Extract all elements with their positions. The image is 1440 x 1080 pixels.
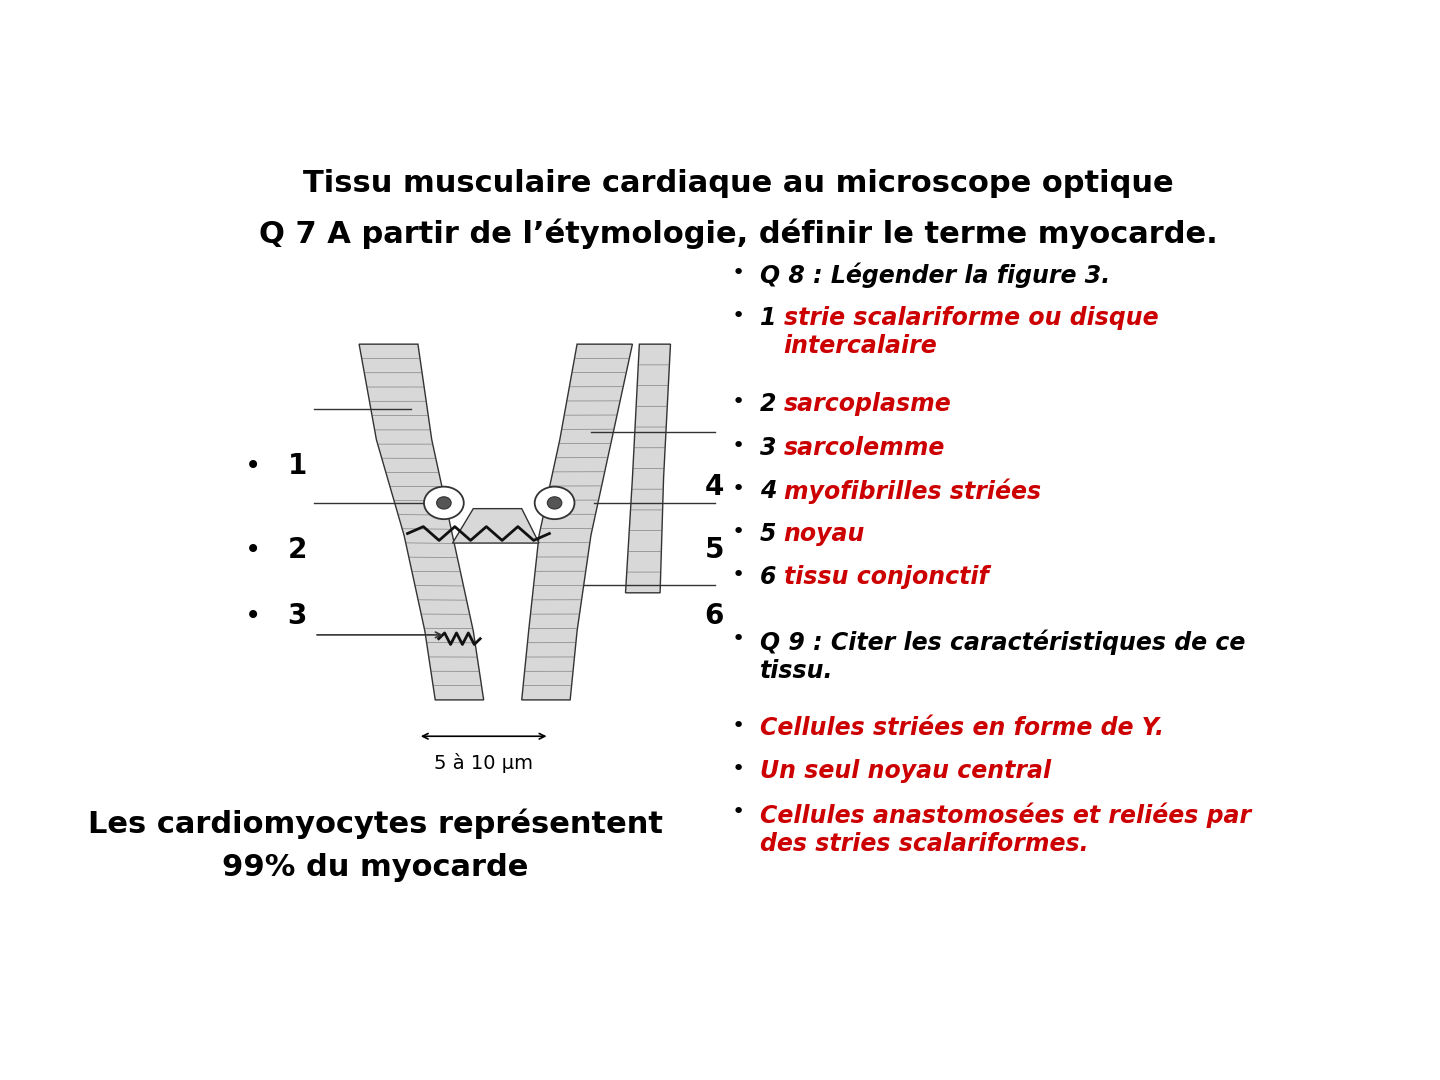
Text: •: • [732, 435, 744, 456]
Ellipse shape [423, 487, 464, 519]
Text: 5 à 10 μm: 5 à 10 μm [435, 754, 533, 773]
Text: myofibrilles striées: myofibrilles striées [783, 478, 1041, 504]
Text: Cellules anastomosées et reliées par
des stries scalariformes.: Cellules anastomosées et reliées par des… [760, 802, 1251, 855]
Bar [341, 325, 688, 707]
Text: 4: 4 [760, 478, 785, 503]
Polygon shape [359, 345, 484, 700]
Ellipse shape [436, 497, 451, 509]
Text: •: • [732, 522, 744, 542]
Text: 2: 2 [288, 536, 307, 564]
Text: •: • [245, 453, 261, 481]
Text: sarcoplasme: sarcoplasme [783, 392, 952, 417]
Text: Tissu musculaire cardiaque au microscope optique: Tissu musculaire cardiaque au microscope… [302, 170, 1174, 198]
Text: Les cardiomyocytes représentent: Les cardiomyocytes représentent [88, 809, 662, 839]
Text: 99% du myocarde: 99% du myocarde [222, 853, 528, 881]
Text: 5: 5 [760, 522, 785, 546]
Ellipse shape [534, 487, 575, 519]
Text: 4: 4 [704, 473, 724, 501]
Text: 3: 3 [288, 602, 307, 630]
Text: sarcolemme: sarcolemme [783, 435, 945, 460]
Text: •: • [732, 478, 744, 499]
Text: •: • [245, 536, 261, 564]
Polygon shape [625, 345, 671, 593]
Text: •: • [732, 262, 744, 283]
Text: Cellules striées en forme de Y.: Cellules striées en forme de Y. [760, 716, 1165, 740]
Polygon shape [521, 345, 632, 700]
Text: •: • [732, 630, 744, 649]
Text: 1: 1 [760, 306, 785, 329]
Text: 5: 5 [704, 536, 724, 564]
Text: tissu conjonctif: tissu conjonctif [783, 565, 988, 590]
Text: •: • [732, 306, 744, 326]
Ellipse shape [547, 497, 562, 509]
Text: noyau: noyau [783, 522, 865, 546]
Text: 1: 1 [288, 453, 307, 481]
Polygon shape [452, 509, 539, 543]
Text: 6: 6 [760, 565, 785, 590]
Text: Q 7 A partir de l’étymologie, définir le terme myocarde.: Q 7 A partir de l’étymologie, définir le… [259, 218, 1217, 248]
Text: •: • [732, 392, 744, 413]
Text: Q 9 : Citer les caractéristiques de ce
tissu.: Q 9 : Citer les caractéristiques de ce t… [760, 630, 1246, 683]
Text: Q 8 : Légender la figure 3.: Q 8 : Légender la figure 3. [760, 262, 1110, 288]
Text: 2: 2 [760, 392, 785, 417]
Text: •: • [732, 802, 744, 822]
Text: strie scalariforme ou disque
intercalaire: strie scalariforme ou disque intercalair… [783, 306, 1158, 357]
Text: •: • [732, 565, 744, 585]
Text: •: • [732, 759, 744, 779]
Text: •: • [732, 716, 744, 735]
Text: 6: 6 [704, 602, 724, 630]
Text: •: • [245, 602, 261, 630]
Text: 3: 3 [760, 435, 785, 460]
Text: Un seul noyau central: Un seul noyau central [760, 759, 1051, 783]
